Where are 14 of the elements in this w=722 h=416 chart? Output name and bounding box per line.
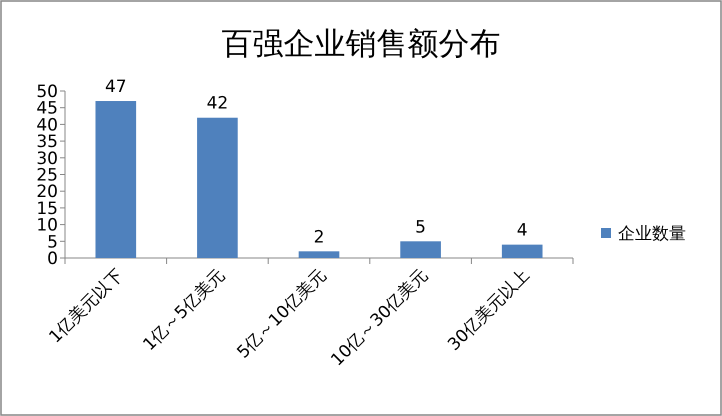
bar — [95, 101, 136, 258]
data-label: 5 — [415, 217, 426, 238]
legend-label: 企业数量 — [618, 224, 686, 244]
chart-title: 百强企业销售额分布 — [222, 26, 500, 62]
bar — [197, 118, 238, 258]
x-tick-label: 1亿～5亿美元 — [139, 265, 229, 355]
bar — [298, 251, 340, 258]
bar — [400, 241, 441, 258]
data-label: 42 — [206, 94, 228, 114]
x-tick-label: 30亿美元以上 — [444, 265, 534, 355]
data-label: 47 — [104, 77, 127, 98]
bar — [502, 244, 543, 258]
data-label: 4 — [516, 220, 528, 241]
data-label: 2 — [314, 227, 324, 248]
